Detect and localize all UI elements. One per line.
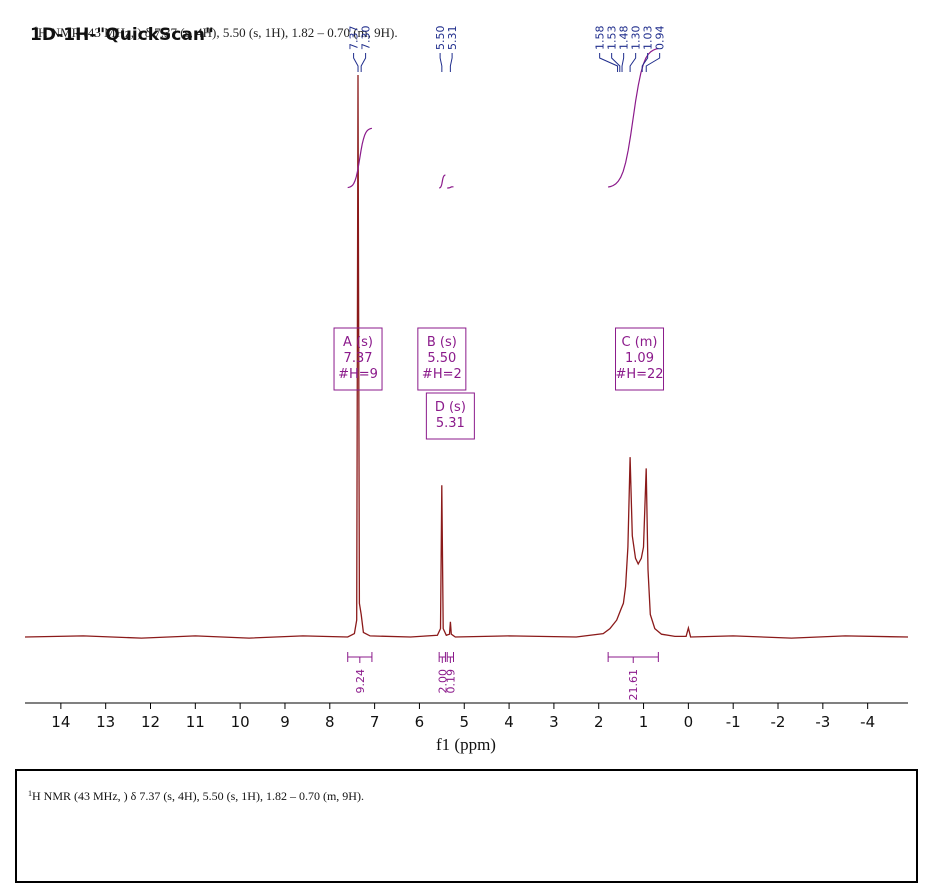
x-tick-label: 14 [51,713,70,731]
peak-label: 7.30 [360,26,373,51]
chart-title: 1D-1H-"QuickScan" [30,25,214,45]
integral-label: 9.24 [354,669,367,694]
x-tick-label: 13 [96,713,115,731]
x-tick-label: 0 [684,713,694,731]
x-tick-label: 4 [504,713,514,731]
peak-connector [449,53,453,72]
integral-curve [447,186,454,189]
x-tick-label: -4 [860,713,875,731]
integral-label: 21.61 [627,669,640,701]
x-tick-label: 2 [594,713,604,731]
x-tick-label: 11 [186,713,205,731]
peak-connector [439,53,443,72]
x-tick-label: 6 [415,713,425,731]
peak-connector [611,53,621,72]
integral-bracket [607,652,659,663]
report-box [15,769,918,883]
multiplet-shift: 5.31 [436,416,465,431]
integral-curve [607,47,659,188]
peak-label: 1.03 [642,26,655,51]
peak-connector [629,53,637,72]
peak-connector [353,53,359,72]
x-tick-label: -3 [815,713,830,731]
report-text: H NMR (43 MHz, ) δ 7.37 (s, 4H), 5.50 (s… [32,789,364,803]
peak-connector [360,53,367,72]
multiplet-box [417,327,467,391]
peak-connector [641,53,649,72]
integral-label: 2.00 [436,669,449,694]
peak-label: 0.94 [654,26,667,51]
x-tick-label: 5 [459,713,469,731]
peak-label: 5.50 [434,26,447,51]
multiplet-nh: #H=2 [422,367,462,382]
peak-label: 5.31 [446,26,459,51]
report: 1H NMR (43 MHz, ) δ 7.37 (s, 4H), 5.50 (… [28,789,364,803]
x-tick-label: 12 [141,713,160,731]
x-tick-label: -2 [771,713,786,731]
x-tick-label: 10 [231,713,250,731]
multiplet-box [425,392,475,440]
peak-connector [645,53,661,72]
peak-label: 1.58 [594,26,607,51]
x-tick-label: 9 [280,713,290,731]
x-tick-label: 1 [639,713,649,731]
peak-label: 1.48 [618,26,631,51]
integral-curve [439,174,446,189]
integral-bracket [438,652,446,663]
multiplet-nh: #H=9 [338,367,378,382]
peak-connector [621,53,625,72]
header-report: 1H NMR (43 MHz, ) δ 7.37 (s, 4H), 5.50 (… [34,25,398,40]
peak-label: 1.30 [630,26,643,51]
peak-label: 7.37 [348,26,361,51]
x-axis-label: f1 (ppm) [436,735,496,754]
x-tick-label: 7 [370,713,380,731]
multiplet-box [615,327,665,391]
x-tick-label: 3 [549,713,559,731]
multiplet-shift: 1.09 [625,351,654,366]
integral-bracket [446,652,455,663]
multiplet-name: B (s) [427,335,457,350]
integral-label: 0.19 [444,669,457,694]
multiplet-name: C (m) [621,335,657,350]
multiplet-name: D (s) [435,400,466,415]
multiplet-nh: #H=22 [615,367,663,382]
integral-curve [347,127,373,189]
x-tick-label: 8 [325,713,335,731]
x-tick-label: -1 [726,713,741,731]
spectrum [24,74,909,639]
peak-connector [599,53,619,72]
multiplet-shift: 5.50 [427,351,456,366]
multiplet-shift: 7.37 [344,351,373,366]
integral-bracket [347,652,373,663]
report-text: H NMR (43 MHz, ) δ 7.37 (s, 4H), 5.50 (s… [38,25,398,40]
report-sup: 1 [28,789,32,798]
report-sup: 1 [34,25,38,34]
multiplet-name: A (s) [343,335,373,350]
peak-label: 1.53 [606,26,619,51]
multiplet-box [333,327,383,391]
